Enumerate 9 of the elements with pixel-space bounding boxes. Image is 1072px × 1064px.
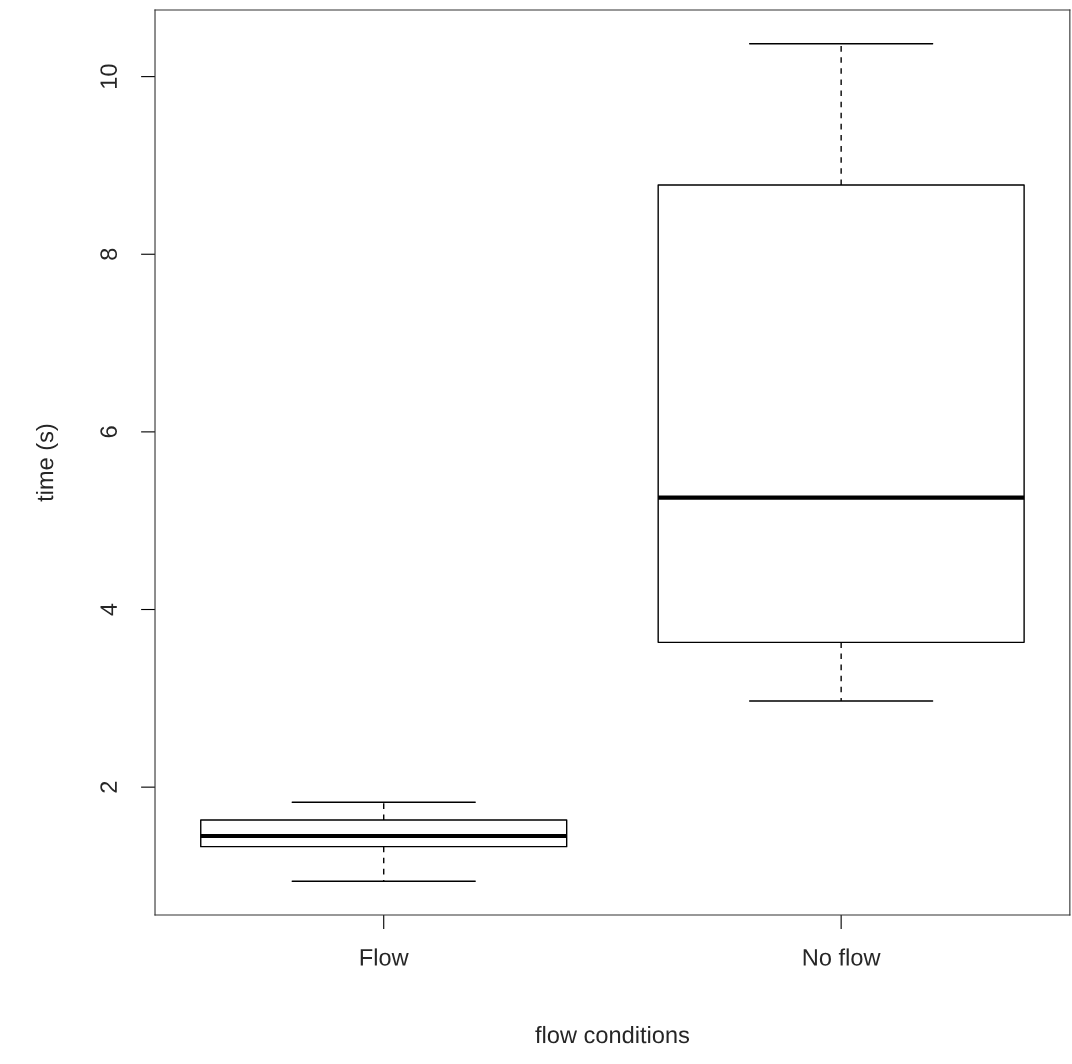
y-tick-label: 4 bbox=[100, 603, 117, 616]
x-axis-title: flow conditions bbox=[535, 1025, 690, 1044]
y-tick-label: 2 bbox=[100, 781, 117, 793]
y-tick-label: 10 bbox=[100, 64, 118, 88]
y-tick-label: 6 bbox=[100, 426, 118, 438]
x-tick-label: No flow bbox=[803, 948, 881, 966]
x-tick-label: Flow bbox=[360, 948, 409, 966]
y-tick-label: 8 bbox=[100, 248, 118, 260]
y-axis-title: time (s) bbox=[35, 424, 58, 502]
